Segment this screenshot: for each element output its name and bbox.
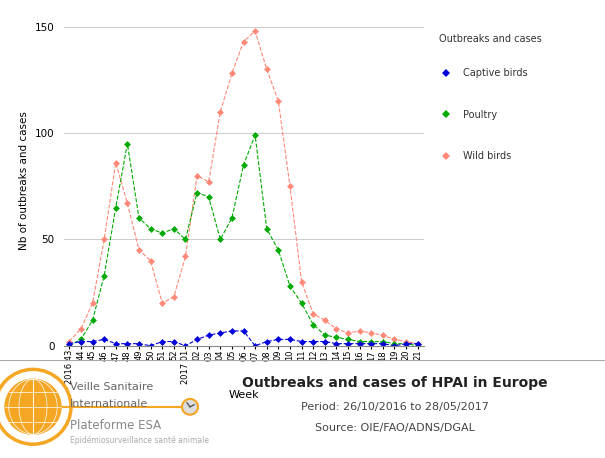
Text: Plateforme ESA: Plateforme ESA — [70, 419, 161, 432]
Text: Captive birds: Captive birds — [462, 68, 527, 78]
Text: Internationale: Internationale — [70, 399, 148, 409]
Text: Wild birds: Wild birds — [462, 151, 511, 161]
Circle shape — [182, 399, 198, 414]
X-axis label: Week: Week — [228, 390, 259, 400]
Text: Outbreaks and cases of HPAI in Europe: Outbreaks and cases of HPAI in Europe — [242, 376, 548, 390]
Text: Period: 26/10/2016 to 28/05/2017: Period: 26/10/2016 to 28/05/2017 — [301, 402, 489, 412]
Y-axis label: Nb of outbreaks and cases: Nb of outbreaks and cases — [19, 111, 29, 251]
Text: Outbreaks and cases: Outbreaks and cases — [439, 34, 542, 44]
Text: Source: OIE/FAO/ADNS/DGAL: Source: OIE/FAO/ADNS/DGAL — [315, 424, 475, 433]
Text: Poultry: Poultry — [462, 109, 497, 120]
Text: Veille Sanitaire: Veille Sanitaire — [70, 382, 153, 392]
Text: Epidémiosurveillance santé animale: Epidémiosurveillance santé animale — [70, 436, 209, 445]
Circle shape — [5, 379, 61, 434]
